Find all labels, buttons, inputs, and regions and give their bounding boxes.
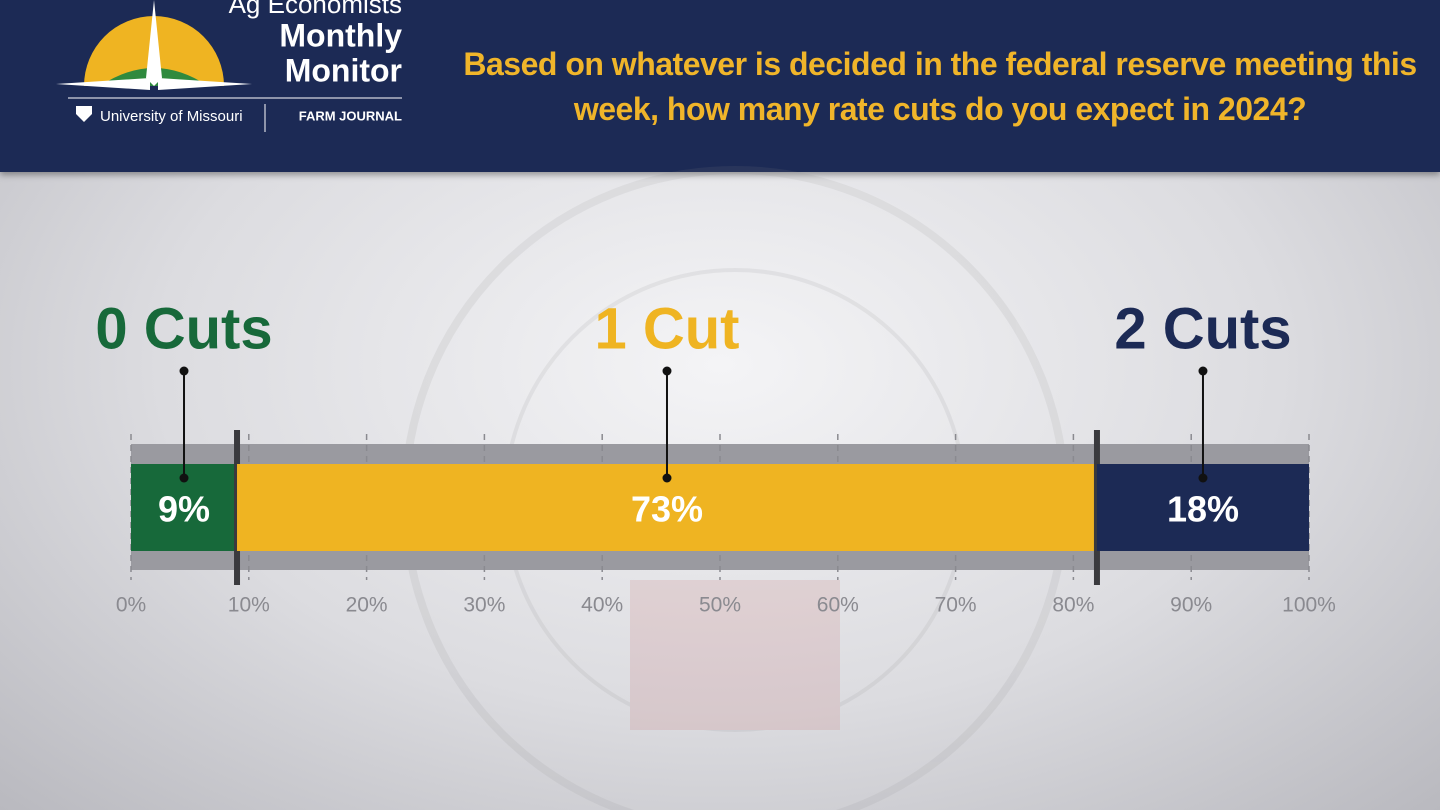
segment-name: 2 Cuts — [1114, 296, 1291, 361]
pin-dot — [179, 473, 189, 483]
x-tick-label: 70% — [935, 594, 977, 617]
mizzou-mark — [76, 106, 92, 122]
x-tick-label: 40% — [581, 594, 623, 617]
x-tick-label: 50% — [699, 594, 741, 617]
value-label: 9% — [158, 489, 210, 530]
x-tick-label: 0% — [116, 594, 146, 617]
pin-dot — [1198, 366, 1208, 376]
logo: Ag Economists Monthly Monitor University… — [56, 0, 402, 132]
pin-dot — [662, 473, 672, 483]
x-tick-label: 20% — [346, 594, 388, 617]
pin-dot — [1198, 473, 1208, 483]
value-label: 18% — [1167, 489, 1239, 530]
header: Ag Economists Monthly Monitor University… — [0, 0, 1440, 172]
logo-title: Ag Economists — [229, 0, 402, 19]
x-tick-label: 100% — [1282, 594, 1336, 617]
pin-dot — [179, 366, 189, 376]
x-tick-label: 60% — [817, 594, 859, 617]
segment-name: 1 Cut — [594, 296, 739, 361]
x-tick-label: 10% — [228, 594, 270, 617]
value-label: 73% — [631, 489, 703, 530]
x-tick-label: 80% — [1052, 594, 1094, 617]
chart-title: Based on whatever is decided in the fede… — [463, 46, 1417, 127]
partner: University of Missouri — [100, 108, 243, 125]
logo-star-right — [158, 78, 252, 90]
logo-line: Monthly — [279, 17, 402, 53]
x-tick-label: 90% — [1170, 594, 1212, 617]
segment-name: 0 Cuts — [95, 296, 272, 361]
partner: FARM JOURNAL — [299, 108, 402, 123]
pin-dot — [662, 366, 672, 376]
logo-line: Monitor — [285, 52, 402, 88]
logo-star — [146, 0, 162, 86]
x-tick-label: 30% — [463, 594, 505, 617]
logo-star-left — [56, 78, 150, 90]
